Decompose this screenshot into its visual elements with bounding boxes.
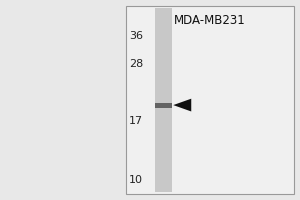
- Text: 28: 28: [129, 59, 143, 69]
- Text: MDA-MB231: MDA-MB231: [174, 14, 246, 27]
- Text: 36: 36: [129, 31, 143, 41]
- Text: 10: 10: [129, 175, 143, 185]
- Polygon shape: [173, 99, 191, 111]
- Bar: [155, 103, 172, 108]
- Bar: [126, 6, 294, 194]
- Bar: [155, 8, 172, 192]
- Text: 17: 17: [129, 116, 143, 126]
